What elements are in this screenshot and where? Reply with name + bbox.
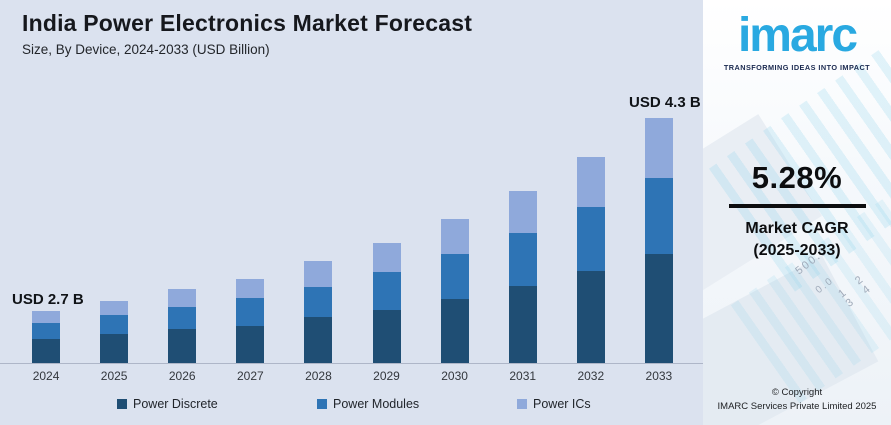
bar-segment-power-discrete (576, 271, 605, 363)
bar-slot (352, 243, 420, 363)
bar-2024 (32, 311, 61, 363)
bar-slot (557, 157, 625, 363)
cagr-label: Market CAGR (745, 220, 849, 237)
bar-segment-power-modules (304, 287, 333, 317)
legend-swatch-power-ics (517, 399, 527, 409)
bar-2030 (440, 219, 469, 363)
chart-panel: India Power Electronics Market Forecast … (0, 0, 703, 425)
bar-segment-power-ics (644, 118, 673, 178)
bar-segment-power-ics (168, 289, 197, 307)
x-axis-label: 2025 (100, 369, 128, 383)
bar-slot (489, 191, 557, 363)
bar-segment-power-modules (372, 272, 401, 310)
x-axis-label: 2027 (236, 369, 264, 383)
bar-segment-power-ics (304, 261, 333, 287)
x-axis-label: 2026 (168, 369, 196, 383)
legend-item-power-modules: Power Modules (317, 397, 419, 411)
bar-segment-power-ics (32, 311, 61, 323)
legend-item-power-discrete: Power Discrete (117, 397, 218, 411)
x-axis-label: 2031 (509, 369, 537, 383)
bar-segment-power-discrete (168, 329, 197, 363)
bar-slot (284, 261, 352, 363)
bar-2028 (304, 261, 333, 363)
legend-swatch-power-discrete (117, 399, 127, 409)
imarc-logo-tagline: TRANSFORMING IDEAS INTO IMPACT (723, 63, 871, 72)
bar-segment-power-discrete (644, 254, 673, 363)
bar-slot (421, 219, 489, 363)
bar-segment-power-modules (644, 178, 673, 254)
bar-slot (80, 301, 148, 363)
bar-segment-power-ics (440, 219, 469, 254)
imarc-logo: imarc TRANSFORMING IDEAS INTO IMPACT (703, 9, 891, 73)
bar-slot (625, 118, 693, 363)
x-axis-label: 2028 (305, 369, 332, 383)
bar-2027 (236, 279, 265, 363)
page-subtitle: Size, By Device, 2024-2033 (USD Billion) (22, 42, 270, 57)
legend-label: Power Discrete (133, 397, 218, 411)
x-axis-label: 2033 (645, 369, 673, 383)
x-axis-label: 2032 (577, 369, 605, 383)
bar-2033 (644, 118, 673, 363)
bar-segment-power-modules (100, 315, 129, 334)
x-axis-label: 2030 (441, 369, 468, 383)
bar-2029 (372, 243, 401, 363)
bar-segment-power-discrete (372, 310, 401, 363)
bar-segment-power-modules (576, 207, 605, 271)
bar-segment-power-ics (372, 243, 401, 272)
legend-item-power-ics: Power ICs (517, 397, 591, 411)
market-cagr-callout: 5.28% Market CAGR (2025-2033) (703, 160, 891, 261)
bar-segment-power-ics (100, 301, 129, 315)
legend-swatch-power-modules (317, 399, 327, 409)
background-axis-text: 1 2 3 4 (836, 270, 878, 310)
bar-segment-power-modules (236, 298, 265, 326)
bar-segment-power-ics (236, 279, 265, 298)
x-axis-label: 2029 (373, 369, 400, 383)
cagr-period: (2025-2033) (753, 241, 841, 259)
bar-segment-power-modules (168, 307, 197, 329)
copyright-notice: © Copyright IMARC Services Private Limit… (703, 386, 891, 413)
bar-slot (148, 289, 216, 363)
cagr-underline (728, 204, 866, 208)
bar-segment-power-ics (576, 157, 605, 207)
copyright-line2: IMARC Services Private Limited 2025 (717, 400, 877, 412)
bar-segment-power-discrete (440, 299, 469, 363)
bar-slot (216, 279, 284, 363)
bar-2031 (508, 191, 537, 363)
bar-segment-power-discrete (508, 286, 537, 363)
legend-label: Power ICs (533, 397, 591, 411)
bar-2025 (100, 301, 129, 363)
page-title: India Power Electronics Market Forecast (22, 10, 473, 36)
background-axis-text: 0.0 (813, 275, 837, 296)
bar-2026 (168, 289, 197, 363)
chart-legend: Power Discrete Power Modules Power ICs (0, 397, 703, 415)
bar-segment-power-modules (32, 323, 61, 339)
imarc-logo-wordmark: imarc (737, 9, 858, 62)
bar-2032 (576, 157, 605, 363)
stacked-bar-plot (0, 90, 703, 364)
bar-segment-power-ics (508, 191, 537, 233)
brand-sidebar: 500.0 0.0 1 2 3 4 imarc TRANSFORMING IDE… (703, 0, 891, 425)
bar-segment-power-discrete (100, 334, 129, 363)
bar-segment-power-discrete (304, 317, 333, 363)
copyright-line1: © Copyright (771, 387, 823, 399)
bar-segment-power-modules (508, 233, 537, 286)
legend-label: Power Modules (333, 397, 420, 411)
bar-segment-power-discrete (32, 339, 61, 363)
cagr-value: 5.28% (751, 160, 843, 195)
annotation-first-bar-value: USD 2.7 B (12, 291, 84, 308)
x-axis-labels: 2024 2025 2026 2027 2028 2029 2030 2031 2032 2033 (0, 369, 703, 383)
bar-segment-power-modules (440, 254, 469, 299)
bar-segment-power-discrete (236, 326, 265, 363)
annotation-last-bar-value: USD 4.3 B (629, 94, 701, 111)
x-axis-label: 2024 (32, 369, 60, 383)
bar-slot (12, 311, 80, 363)
